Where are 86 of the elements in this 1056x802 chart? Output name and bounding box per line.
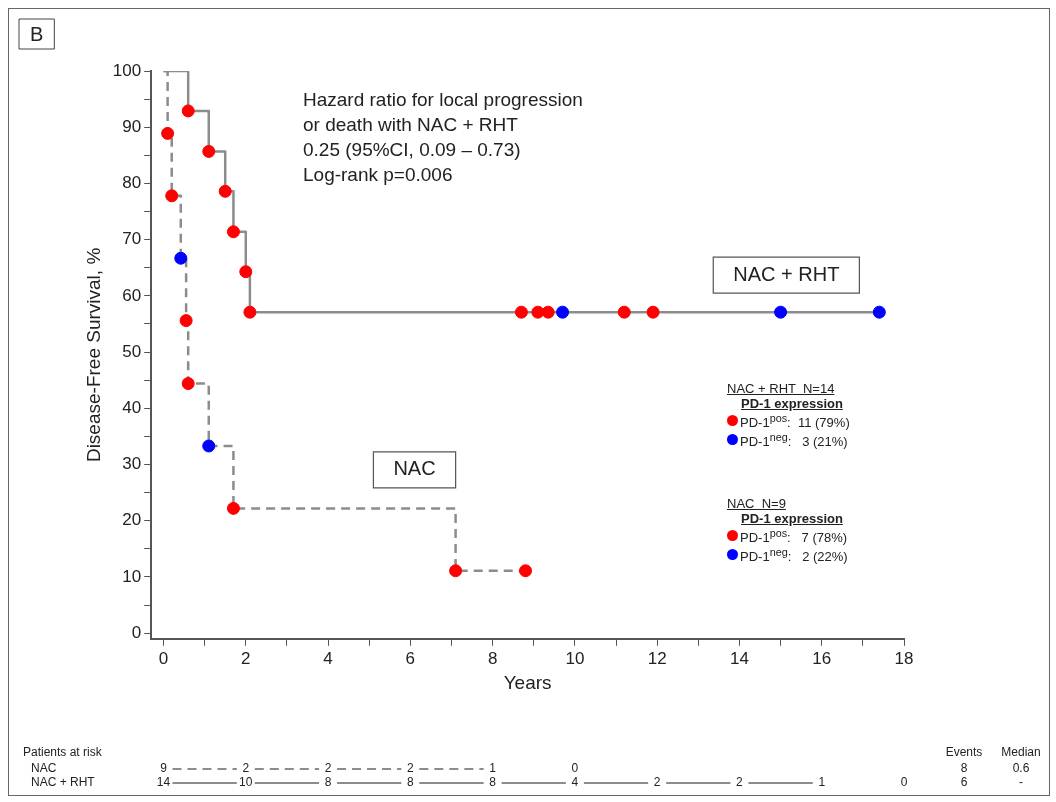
text: 0 [900,775,908,790]
text: Patients at risk [23,745,103,760]
text: 9 [160,761,168,776]
text: 8 [324,775,332,790]
y-tick-label: 60 [122,285,142,305]
text: 2 [406,761,414,776]
point [174,251,188,265]
y-tick-label: 70 [122,229,142,249]
annotation: NAC N=9 [727,495,787,511]
annotation: 0.25 (95%CI, 0.09 – 0.73) [303,139,521,161]
y-tick-label: 30 [122,454,142,474]
text: 2 [653,775,661,790]
text: NAC [31,761,57,776]
point [514,305,528,319]
text: 8 [960,761,968,776]
legend-label: PD-1$^{neg}$: 3 (21%) [740,430,848,450]
series-label: NAC [393,457,436,480]
y-tick-label: 10 [122,566,142,586]
legend-label: PD-1$^{pos}$: 11 (79%) [740,411,850,431]
x-tick-label: 6 [405,648,416,668]
point [181,104,195,118]
text: 4 [571,775,579,790]
legend-label: PD-1$^{neg}$: 2 (22%) [740,545,848,565]
y-axis-title: Disease-Free Survival, % [82,247,104,463]
point [774,305,788,319]
point [541,305,555,319]
point [531,305,545,319]
point [218,184,232,198]
point [165,189,179,203]
legend-label: PD-1$^{pos}$: 7 (78%) [740,526,848,545]
x-tick-label: 2 [241,648,251,668]
point [556,305,570,319]
point [872,305,886,319]
y-tick-label: 40 [122,397,142,417]
point [617,305,631,319]
text: Events [945,745,983,760]
y-tick-label: 90 [122,116,142,136]
text: 8 [489,775,497,790]
annotation: PD-1 expression [740,510,844,526]
text: - [1019,775,1023,790]
text: Median [1001,745,1041,760]
text: NAC + RHT [31,775,96,790]
point [161,126,175,140]
x-tick-label: 16 [812,648,832,668]
point [239,265,253,279]
text: 1 [818,775,826,790]
x-tick-label: 0 [158,648,169,668]
text: 2 [242,761,250,776]
text: 2 [324,761,332,776]
point [519,564,533,578]
text: 2 [736,775,744,790]
y-tick-label: 20 [122,510,142,530]
text: 0.6 [1012,761,1030,776]
x-tick-label: 8 [487,648,498,668]
point [226,225,240,239]
point [243,305,257,319]
text: 8 [406,775,414,790]
annotation: or death with NAC + RHT [303,114,519,136]
x-tick-label: 10 [565,648,585,668]
x-tick-label: 12 [647,648,667,668]
x-axis-title: Years [503,671,552,693]
y-tick-label: 100 [112,60,142,80]
y-tick-label: 80 [122,173,142,193]
text: 1 [489,761,497,776]
text: 0 [571,761,579,776]
point [181,377,195,391]
x-tick-label: 18 [894,648,914,668]
point [202,439,216,453]
point [646,305,660,319]
text: B [30,22,44,45]
text: 10 [239,775,253,790]
annotation: Hazard ratio for local progression [303,89,583,111]
point [226,501,240,515]
text: 6 [960,775,968,790]
annotation: Log-rank p=0.006 [303,164,453,186]
y-tick-label: 0 [131,622,142,642]
annotation: NAC + RHT N=14 [727,381,836,396]
x-tick-label: 14 [729,648,749,668]
x-tick-label: 4 [323,648,333,668]
y-tick-label: 50 [122,341,142,361]
annotation: PD-1 expression [740,396,844,411]
point [449,564,463,578]
text: 14 [156,775,171,790]
point [202,144,216,158]
series-label: NAC + RHT [733,262,840,285]
point [179,314,193,328]
